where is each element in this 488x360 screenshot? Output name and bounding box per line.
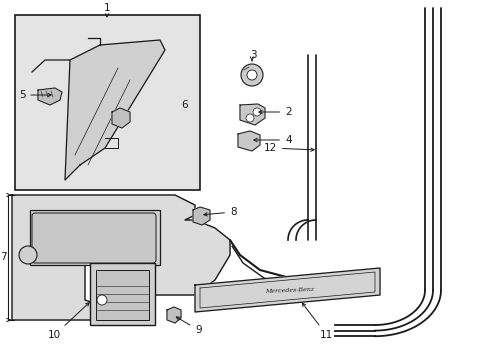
Text: 11: 11 [302,303,332,340]
Polygon shape [167,307,181,323]
Circle shape [252,108,261,116]
Bar [90,263,155,325]
Text: 4: 4 [253,135,291,145]
Circle shape [19,246,37,264]
Polygon shape [240,104,264,125]
Text: 7: 7 [0,252,6,262]
Text: 6: 6 [182,100,188,110]
Polygon shape [195,268,379,312]
Text: 9: 9 [176,317,201,335]
Polygon shape [238,131,260,151]
Text: 10: 10 [48,303,89,340]
Text: 8: 8 [203,207,236,217]
Polygon shape [112,108,130,128]
Polygon shape [38,88,62,105]
Polygon shape [65,40,164,180]
Polygon shape [193,207,209,225]
Text: Mercedes-Benz: Mercedes-Benz [265,287,314,293]
Text: 3: 3 [249,50,256,60]
Text: 5: 5 [19,90,51,100]
Text: 1: 1 [103,3,110,17]
Bar [30,210,160,265]
Text: 2: 2 [258,107,291,117]
Polygon shape [12,195,229,320]
Circle shape [97,295,107,305]
Text: 12: 12 [263,143,313,153]
Bar [15,15,200,190]
Circle shape [241,64,263,86]
Bar [96,270,149,320]
FancyBboxPatch shape [32,213,156,263]
Circle shape [245,114,253,122]
Circle shape [246,70,257,80]
